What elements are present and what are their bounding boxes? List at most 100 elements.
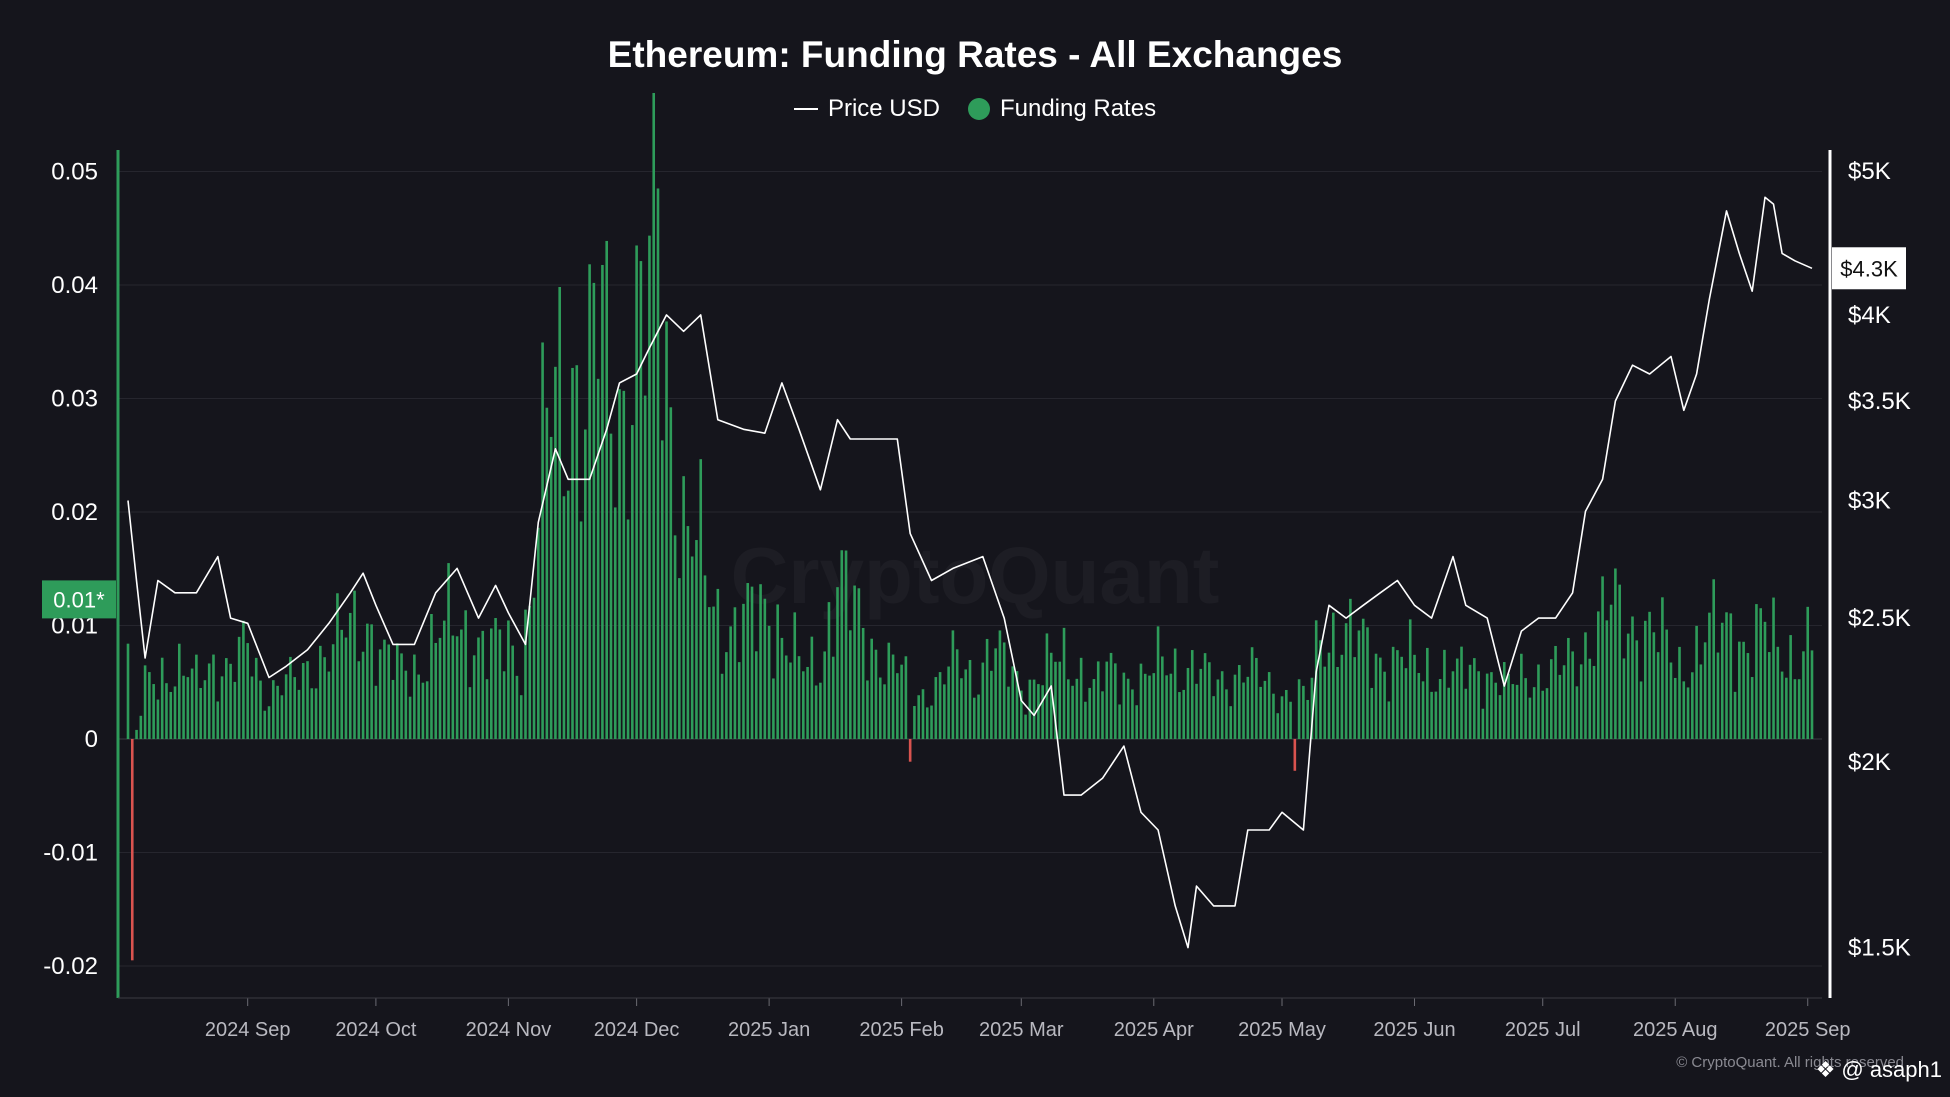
funding-bar [1767, 652, 1771, 739]
funding-bar [1661, 597, 1664, 739]
funding-bar [1669, 662, 1673, 739]
funding-bar [844, 550, 848, 739]
funding-bar [1755, 604, 1758, 739]
funding-bar [725, 652, 728, 739]
funding-bar [293, 677, 296, 739]
funding-bar [1490, 672, 1493, 739]
funding-bar [395, 643, 399, 739]
funding-bar [1045, 633, 1049, 739]
funding-bar [1477, 671, 1480, 739]
funding-bar [1554, 645, 1557, 739]
funding-bar [947, 666, 950, 739]
funding-bar [1720, 622, 1724, 739]
funding-bar [703, 575, 707, 739]
funding-bar [1686, 687, 1690, 739]
legend-dot-icon [967, 98, 990, 120]
legend-item-price[interactable]: Price USD [793, 95, 940, 123]
funding-bar [1396, 650, 1399, 739]
funding-bar [1759, 608, 1763, 739]
funding-bar [1032, 679, 1036, 739]
funding-bar [1220, 671, 1224, 739]
funding-bar [1511, 684, 1515, 739]
funding-bar [925, 707, 929, 739]
funding-bar [378, 649, 382, 739]
funding-bar [682, 476, 685, 739]
funding-bar [139, 715, 143, 739]
x-tick-label: 2025 Jul [1505, 1019, 1581, 1041]
funding-bar [1780, 671, 1784, 739]
funding-bar [199, 687, 202, 739]
funding-bar [1810, 650, 1814, 739]
funding-bar [1537, 664, 1540, 739]
funding-bar [340, 629, 344, 739]
x-tick-label: 2025 Aug [1633, 1019, 1718, 1041]
funding-bar [212, 654, 215, 739]
funding-bar [267, 706, 271, 739]
funding-bar [631, 425, 634, 739]
funding-bar [186, 677, 190, 739]
funding-bar [1562, 665, 1566, 739]
funding-bar [853, 585, 856, 739]
x-tick-label: 2025 May [1238, 1019, 1326, 1041]
funding-bar [618, 389, 621, 739]
funding-bar [1327, 652, 1331, 739]
funding-bar [1434, 691, 1438, 739]
funding-bar [148, 672, 151, 739]
funding-bar [566, 490, 570, 739]
funding-bar [1353, 657, 1356, 739]
funding-bar [225, 658, 228, 739]
legend-item-funding[interactable]: Funding Rates [967, 95, 1156, 123]
funding-bar [1691, 672, 1694, 739]
funding-bar [1306, 699, 1309, 739]
funding-bar [1473, 658, 1476, 739]
funding-bar [1173, 648, 1177, 739]
funding-bar [1494, 682, 1498, 739]
funding-bar [233, 681, 237, 739]
funding-bar [943, 684, 946, 739]
funding-bar [1733, 691, 1737, 739]
funding-bar [1255, 657, 1258, 739]
funding-bar [673, 535, 677, 739]
right-tick-label: $4K [1848, 302, 1891, 329]
funding-bar [1067, 679, 1070, 739]
funding-bar [156, 699, 160, 739]
funding-bar [190, 668, 194, 739]
funding-bar [1114, 663, 1117, 739]
funding-bar [1695, 625, 1698, 739]
price-line [127, 196, 1813, 949]
funding-bar [1451, 671, 1455, 739]
funding-bar [707, 607, 711, 739]
funding-bar [1208, 662, 1211, 739]
funding-bar [1105, 661, 1109, 739]
funding-bar [507, 620, 510, 739]
funding-bar [554, 366, 557, 739]
funding-bar [1502, 662, 1506, 739]
funding-bar [1738, 641, 1741, 739]
funding-bar [1267, 672, 1271, 739]
funding-bar [242, 620, 245, 739]
funding-bar [819, 682, 822, 739]
funding-bar [1233, 674, 1237, 739]
funding-bar [622, 390, 626, 739]
funding-bar [417, 674, 420, 739]
funding-bar [1584, 632, 1587, 739]
copyright-text: © CryptoQuant. All rights reserved [1676, 1054, 1904, 1071]
funding-bar [1575, 686, 1579, 739]
funding-bar [716, 588, 720, 739]
funding-bar [1131, 689, 1134, 739]
funding-bar [1622, 658, 1626, 739]
funding-bar [669, 407, 673, 739]
funding-bar [605, 240, 609, 740]
funding-bar [1199, 668, 1203, 739]
funding-bar [489, 628, 493, 739]
funding-bar [678, 578, 681, 739]
funding-bar [173, 686, 177, 739]
funding-bar [357, 661, 361, 739]
funding-bar [1605, 620, 1609, 739]
right-tick-label: $3.5K [1848, 388, 1911, 415]
funding-bar [849, 630, 852, 739]
price-current-label: $4.3K [1840, 256, 1898, 281]
funding-bar [874, 649, 878, 739]
funding-bar [579, 521, 583, 739]
funding-bar [635, 245, 638, 739]
